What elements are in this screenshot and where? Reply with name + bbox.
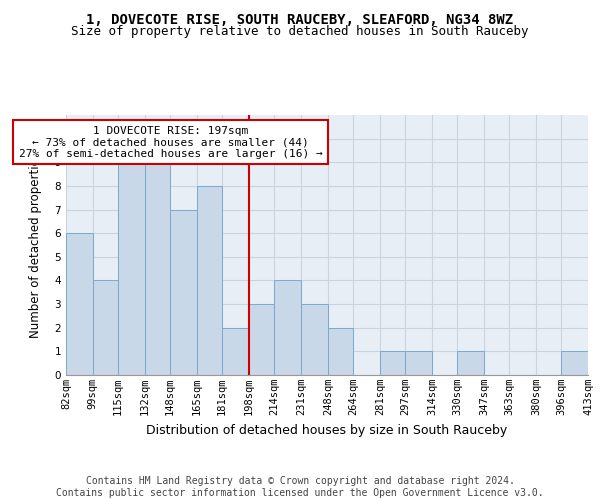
Bar (328, 328, 353, 375)
Bar (301, 304, 328, 375)
Bar (118, 162, 145, 375)
Bar (457, 352, 484, 375)
Y-axis label: Number of detached properties: Number of detached properties (29, 152, 43, 338)
Bar (170, 210, 197, 375)
Bar (274, 280, 301, 375)
Text: 1, DOVECOTE RISE, SOUTH RAUCEBY, SLEAFORD, NG34 8WZ: 1, DOVECOTE RISE, SOUTH RAUCEBY, SLEAFOR… (86, 12, 514, 26)
X-axis label: Distribution of detached houses by size in South Rauceby: Distribution of detached houses by size … (146, 424, 508, 436)
Text: 1 DOVECOTE RISE: 197sqm
← 73% of detached houses are smaller (44)
27% of semi-de: 1 DOVECOTE RISE: 197sqm ← 73% of detache… (19, 126, 323, 159)
Bar (93, 280, 118, 375)
Bar (222, 328, 249, 375)
Bar (145, 162, 170, 375)
Bar (66, 233, 93, 375)
Bar (380, 352, 405, 375)
Bar (561, 352, 588, 375)
Bar (249, 304, 274, 375)
Text: Size of property relative to detached houses in South Rauceby: Size of property relative to detached ho… (71, 25, 529, 38)
Bar (197, 186, 222, 375)
Bar (405, 352, 432, 375)
Text: Contains HM Land Registry data © Crown copyright and database right 2024.
Contai: Contains HM Land Registry data © Crown c… (56, 476, 544, 498)
